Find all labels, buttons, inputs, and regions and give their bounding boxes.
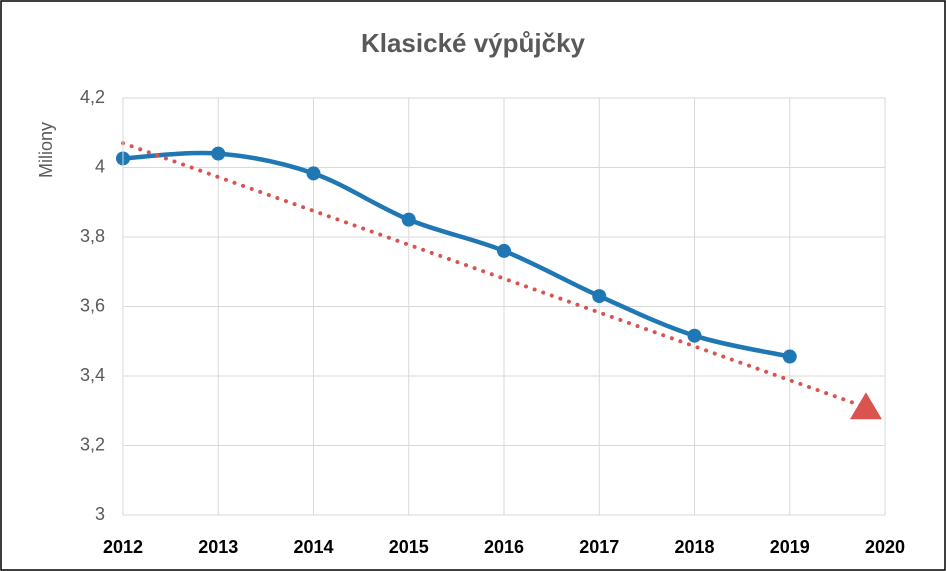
chart-title: Klasické výpůjčky	[361, 28, 586, 58]
x-tick-label: 2013	[198, 537, 238, 557]
point	[592, 289, 607, 304]
x-tick-label: 2015	[389, 537, 429, 557]
point	[782, 349, 797, 364]
point	[497, 243, 511, 258]
point	[306, 166, 321, 181]
y-tick-label: 3,8	[80, 226, 105, 246]
x-tick-label: 2019	[770, 537, 810, 557]
y-tick-label: 3,4	[80, 365, 105, 385]
x-tick-label: 2016	[484, 537, 524, 557]
line	[120, 150, 792, 359]
y-axis-label: Miliony	[36, 122, 56, 178]
x-tick-label: 2017	[579, 537, 619, 557]
plot-border	[122, 97, 886, 516]
x-tick-label: 2020	[865, 537, 905, 557]
point	[211, 146, 226, 161]
y-tick-label: 4,2	[80, 87, 105, 107]
trend-end-marker	[849, 392, 882, 420]
x-tick-label: 2014	[293, 537, 333, 557]
y-tick-label: 3,2	[80, 434, 105, 454]
trendline	[121, 141, 868, 410]
x-tick-label: 2018	[674, 537, 714, 557]
y-tick-label: 3,6	[80, 295, 105, 315]
y-tick-label: 4	[95, 156, 105, 176]
y-tick-label: 3	[95, 504, 105, 524]
x-tick-label: 2012	[103, 537, 143, 557]
point	[687, 328, 702, 343]
point	[401, 212, 416, 227]
